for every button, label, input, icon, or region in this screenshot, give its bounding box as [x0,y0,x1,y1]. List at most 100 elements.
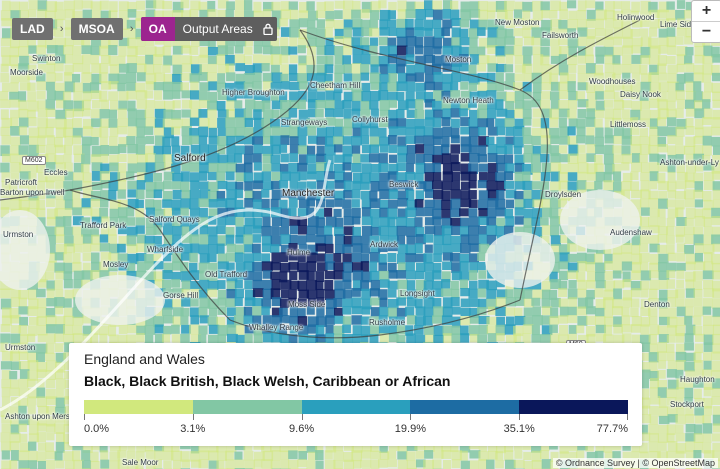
output-area-cell[interactable] [253,45,263,54]
output-area-cell[interactable] [144,37,155,47]
output-area-cell[interactable] [432,459,442,469]
output-area-cell[interactable] [334,315,345,324]
output-area-cell[interactable] [99,90,108,102]
output-area-cell[interactable] [441,279,451,289]
output-area-cell[interactable] [658,37,669,46]
output-area-cell[interactable] [109,334,119,344]
output-area-cell[interactable] [118,216,128,227]
output-area-cell[interactable] [531,27,543,39]
output-area-cell[interactable] [207,46,219,56]
output-area-cell[interactable] [270,460,281,469]
output-area-cell[interactable] [666,351,675,361]
output-area-cell[interactable] [504,441,514,452]
output-area-cell[interactable] [181,280,191,290]
output-area-cell[interactable] [460,153,470,162]
output-area-cell[interactable] [703,261,714,272]
output-area-cell[interactable] [487,172,498,182]
output-area-cell[interactable] [693,306,704,317]
output-area-cell[interactable] [334,144,343,153]
output-area-cell[interactable] [631,253,642,265]
output-area-cell[interactable] [352,216,361,225]
output-area-cell[interactable] [513,145,522,155]
output-area-cell[interactable] [37,279,48,288]
output-area-cell[interactable] [162,279,172,289]
output-area-cell[interactable] [396,162,406,172]
output-area-cell[interactable] [270,288,281,300]
output-area-cell[interactable] [685,253,696,265]
output-area-cell[interactable] [450,9,460,20]
output-area-cell[interactable] [675,136,684,146]
output-area-cell[interactable] [154,324,164,334]
output-area-cell[interactable] [55,118,67,130]
output-area-cell[interactable] [81,136,92,146]
map-attribution[interactable]: © Ordnance Survey | © OpenStreetMap [552,458,718,468]
output-area-cell[interactable] [378,36,389,46]
output-area-cell[interactable] [289,234,298,244]
output-area-cell[interactable] [577,316,588,326]
output-area-cell[interactable] [478,298,487,309]
output-area-cell[interactable] [460,181,471,191]
output-area-cell[interactable] [460,316,471,326]
output-area-cell[interactable] [406,81,416,92]
output-area-cell[interactable] [711,117,720,128]
output-area-cell[interactable] [387,171,398,183]
output-area-cell[interactable] [405,244,417,255]
output-area-cell[interactable] [54,423,65,434]
output-area-cell[interactable] [639,424,648,435]
output-area-cell[interactable] [0,99,11,108]
output-area-cell[interactable] [594,82,604,93]
output-area-cell[interactable] [208,127,217,138]
output-area-cell[interactable] [243,73,254,84]
output-area-cell[interactable] [693,450,702,460]
output-area-cell[interactable] [289,136,299,145]
output-area-cell[interactable] [82,315,92,324]
output-area-cell[interactable] [154,135,165,146]
output-area-cell[interactable] [316,55,328,65]
output-area-cell[interactable] [630,117,639,128]
output-area-cell[interactable] [469,153,480,163]
output-area-cell[interactable] [99,261,109,272]
output-area-cell[interactable] [693,378,704,388]
output-area-cell[interactable] [477,118,489,128]
output-area-cell[interactable] [243,306,253,317]
output-area-cell[interactable] [550,261,560,273]
output-area-cell[interactable] [675,126,685,137]
output-area-cell[interactable] [325,298,337,309]
output-area-cell[interactable] [118,136,128,147]
output-area-cell[interactable] [397,9,407,20]
output-area-cell[interactable] [28,450,38,462]
output-area-cell[interactable] [252,136,264,146]
output-area-cell[interactable] [415,9,426,20]
output-area-cell[interactable] [252,208,263,218]
output-area-cell[interactable] [540,217,549,226]
output-area-cell[interactable] [145,217,155,228]
output-area-cell[interactable] [108,81,119,90]
output-area-cell[interactable] [369,288,380,297]
output-area-cell[interactable] [702,190,712,202]
output-area-cell[interactable] [99,234,109,243]
output-area-cell[interactable] [478,190,490,200]
output-area-cell[interactable] [153,459,162,469]
output-area-cell[interactable] [451,55,462,67]
output-area-cell[interactable] [297,325,309,335]
output-area-cell[interactable] [190,81,199,92]
output-area-cell[interactable] [523,307,533,317]
output-area-cell[interactable] [234,54,245,64]
output-area-cell[interactable] [648,37,659,49]
output-area-cell[interactable] [604,1,615,12]
output-area-cell[interactable] [135,118,146,128]
output-area-cell[interactable] [586,91,598,101]
output-area-cell[interactable] [522,81,532,93]
output-area-cell[interactable] [108,109,117,119]
output-area-cell[interactable] [468,28,479,39]
output-area-cell[interactable] [145,261,157,271]
output-area-cell[interactable] [370,55,380,67]
output-area-cell[interactable] [1,387,11,398]
output-area-cell[interactable] [289,81,300,91]
output-area-cell[interactable] [28,0,39,10]
output-area-cell[interactable] [594,450,604,460]
output-area-cell[interactable] [1,172,11,183]
output-area-cell[interactable] [675,190,687,200]
output-area-cell[interactable] [550,333,560,343]
output-area-cell[interactable] [172,226,183,236]
